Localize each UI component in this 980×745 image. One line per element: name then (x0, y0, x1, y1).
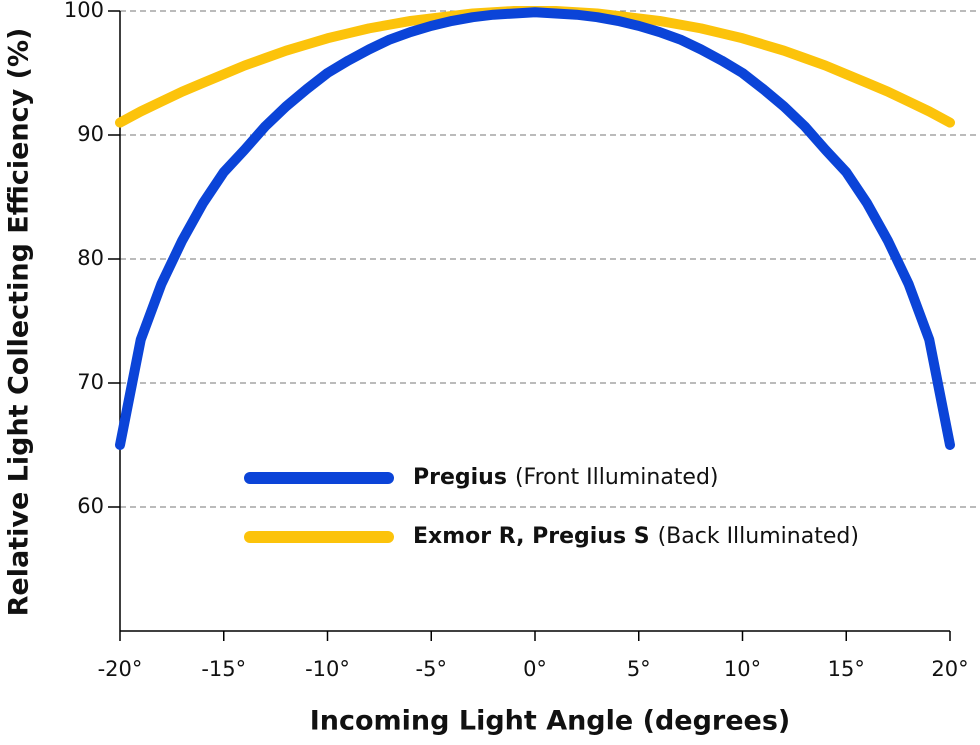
x-tick-label: 5° (627, 657, 651, 681)
legend-detail: (Back Illuminated) (658, 524, 859, 549)
y-tick-label: 80 (77, 246, 104, 270)
x-tick-label: 0° (523, 657, 547, 681)
x-tick-label: 15° (828, 657, 865, 681)
y-axis-title: Relative Light Collecting Efficiency (%) (4, 28, 35, 617)
y-tick-label: 100 (64, 0, 104, 22)
x-tick-label: 20° (931, 657, 968, 681)
series-line (115, 7, 955, 450)
x-tick-label: -5° (416, 657, 447, 681)
y-tick-label: 70 (77, 370, 104, 394)
x-tick-label: -20° (98, 657, 143, 681)
x-tick-label: 10° (724, 657, 761, 681)
series-line (115, 6, 955, 128)
legend-detail: (Front Illuminated) (515, 465, 719, 490)
x-tick-label: -10° (305, 657, 350, 681)
y-tick-label: 60 (77, 494, 104, 518)
x-tick-label: -15° (201, 657, 246, 681)
legend-label: Exmor R, Pregius S (413, 524, 650, 549)
y-tick-label: 90 (77, 122, 104, 146)
legend-label: Pregius (413, 465, 507, 490)
x-axis-title: Incoming Light Angle (degrees) (310, 706, 791, 737)
